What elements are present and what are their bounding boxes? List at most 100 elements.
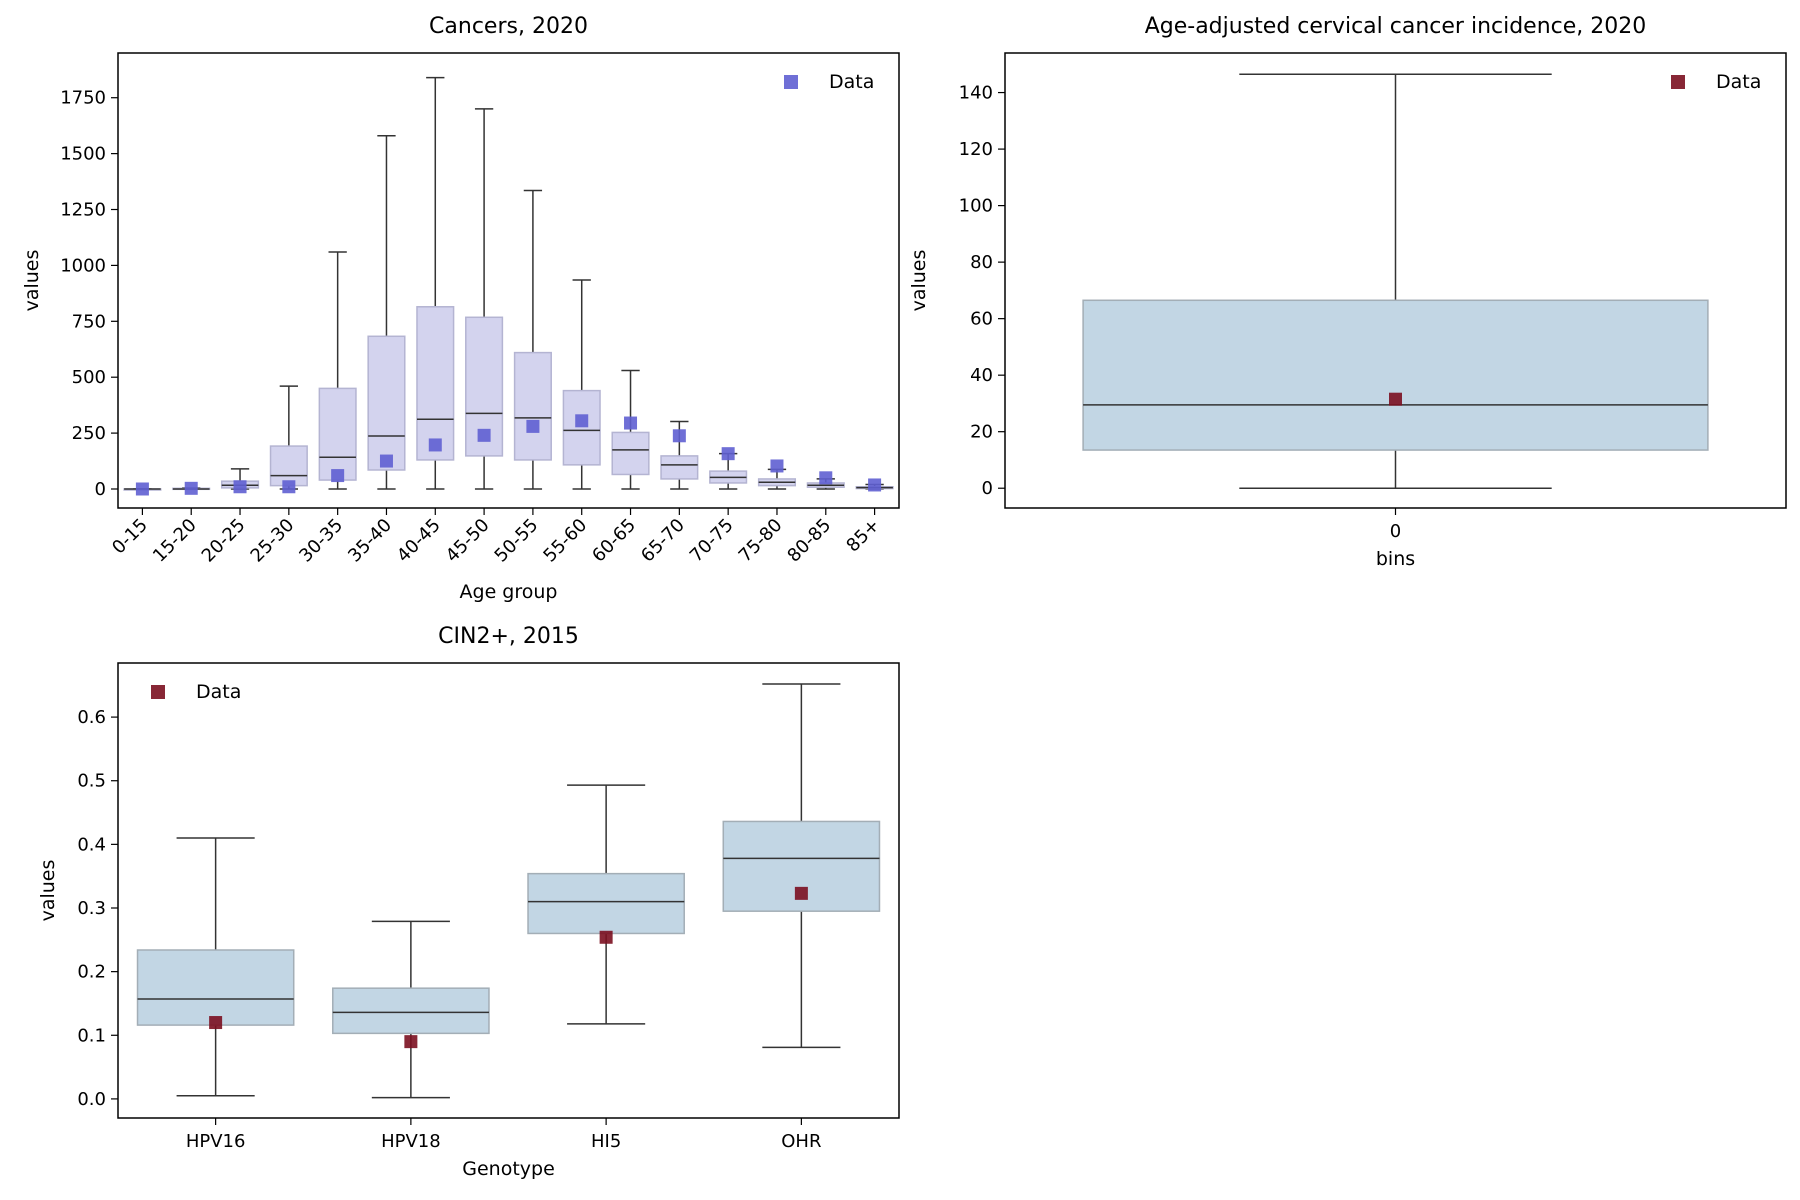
data-point-marker — [428, 438, 442, 452]
box-iqr — [562, 389, 601, 466]
data-point-marker — [624, 416, 638, 430]
x-tick-label: 25-30 — [247, 515, 299, 567]
y-tick-label: 0.1 — [77, 1025, 106, 1046]
x-tick-label: 65-70 — [637, 515, 689, 567]
y-tick-label: 0.6 — [77, 707, 106, 728]
box-50-55 — [513, 189, 552, 490]
legend: Data — [151, 681, 241, 703]
box-iqr — [318, 387, 357, 481]
data-point-marker — [770, 459, 784, 473]
box-OHR — [722, 683, 881, 1049]
subplot-1: Cancers, 2020 0 250 500 750 1000 1250 1500 1750 0… — [21, 14, 900, 603]
legend-marker — [784, 75, 798, 89]
data-point-marker — [721, 447, 735, 461]
box-25-30 — [269, 385, 308, 490]
y-tick-label: 0.5 — [77, 771, 106, 792]
y-tick-label: 0 — [95, 479, 106, 500]
box-HPV18 — [332, 920, 490, 1099]
y-tick-label: 1250 — [60, 200, 106, 221]
x-tick-label: HI5 — [591, 1131, 621, 1152]
x-tick-label: 15-20 — [149, 515, 201, 567]
x-tick-label: OHR — [781, 1131, 821, 1152]
box-iqr — [332, 987, 490, 1035]
y-tick-label: 0.2 — [77, 962, 106, 983]
box-iqr — [367, 335, 406, 471]
x-tick-label: HPV16 — [186, 1131, 246, 1152]
x-axis-label: Age group — [460, 581, 558, 603]
y-tick-label: 0.0 — [77, 1089, 106, 1110]
y-tick-label: 1500 — [60, 144, 106, 165]
axes-frame — [117, 662, 900, 1119]
data-point-marker — [819, 471, 833, 485]
y-tick-label: 1000 — [60, 255, 106, 276]
x-tick-label: 45-50 — [442, 515, 494, 567]
data-point-marker — [233, 480, 247, 494]
subplot-3: CIN2+, 2015 0.0 0.1 0.2 0.3 0.4 0.5 0.6 HPV16 HPV… — [37, 624, 900, 1180]
data-point-marker — [868, 478, 882, 492]
box-iqr — [660, 455, 699, 480]
legend-marker — [151, 685, 165, 699]
y-tick-label: 120 — [959, 139, 993, 160]
subplot-2: Age-adjusted cervical cancer incidence, … — [908, 14, 1787, 570]
legend-label: Data — [1716, 71, 1761, 93]
y-tick-label: 60 — [970, 309, 993, 330]
box-40-45 — [416, 76, 455, 490]
y-tick-label: 100 — [959, 196, 993, 217]
x-tick-label: 75-80 — [735, 515, 787, 567]
data-point-marker — [575, 414, 589, 428]
data-point-marker — [477, 428, 491, 442]
box-iqr — [416, 306, 455, 461]
y-tick-label: 750 — [72, 311, 106, 332]
x-axis-label: Genotype — [462, 1158, 555, 1180]
legend-label: Data — [196, 681, 241, 703]
y-tick-label: 0.3 — [77, 898, 106, 919]
chart-title: CIN2+, 2015 — [438, 624, 579, 649]
y-tick-label: 20 — [970, 422, 993, 443]
x-tick-label: 60-65 — [588, 515, 640, 567]
data-point-marker — [209, 1016, 223, 1030]
data-point-marker — [331, 469, 345, 483]
data-point-marker — [135, 482, 149, 496]
x-tick-label: 50-55 — [491, 515, 543, 567]
x-tick-label: 85+ — [842, 515, 884, 557]
data-point-marker — [184, 481, 198, 495]
legend: Data — [784, 71, 874, 93]
chart-title: Age-adjusted cervical cancer incidence, … — [1145, 14, 1647, 39]
y-tick-label: 500 — [72, 367, 106, 388]
box-55-60 — [562, 279, 601, 490]
y-tick-label: 140 — [959, 83, 993, 104]
y-axis-label: values — [21, 250, 43, 312]
box-iqr — [1082, 299, 1709, 451]
data-point-marker — [794, 886, 808, 900]
x-axis-label: bins — [1376, 548, 1415, 570]
legend-marker — [1671, 75, 1685, 89]
box-iqr — [513, 351, 552, 461]
data-point-marker — [282, 480, 296, 494]
chart-title: Cancers, 2020 — [429, 14, 588, 39]
x-tick-label: 30-35 — [295, 515, 347, 567]
box-0 — [1082, 73, 1709, 489]
box-iqr — [269, 445, 308, 487]
x-tick-label: 0 — [1390, 521, 1401, 542]
box-30-35 — [318, 251, 357, 490]
data-point-marker — [599, 930, 613, 944]
box-35-40 — [367, 134, 406, 490]
x-tick-label: HPV18 — [381, 1131, 441, 1152]
y-tick-label: 250 — [72, 423, 106, 444]
data-point-marker — [379, 454, 393, 468]
x-tick-label: 70-75 — [686, 515, 738, 567]
data-point-marker — [526, 419, 540, 433]
y-tick-label: 0.4 — [77, 834, 106, 855]
data-point-marker — [1389, 392, 1402, 406]
x-tick-label: 80-85 — [783, 515, 835, 567]
y-tick-label: 40 — [970, 365, 993, 386]
box-60-65 — [611, 369, 650, 490]
y-tick-label: 0 — [982, 478, 993, 499]
legend: Data — [1671, 71, 1761, 93]
x-tick-label: 20-25 — [198, 515, 250, 567]
x-tick-label: 0-15 — [108, 515, 152, 559]
y-tick-label: 1750 — [60, 88, 106, 109]
data-point-marker — [404, 1035, 418, 1049]
box-HI5 — [527, 784, 685, 1025]
legend-label: Data — [829, 71, 874, 93]
